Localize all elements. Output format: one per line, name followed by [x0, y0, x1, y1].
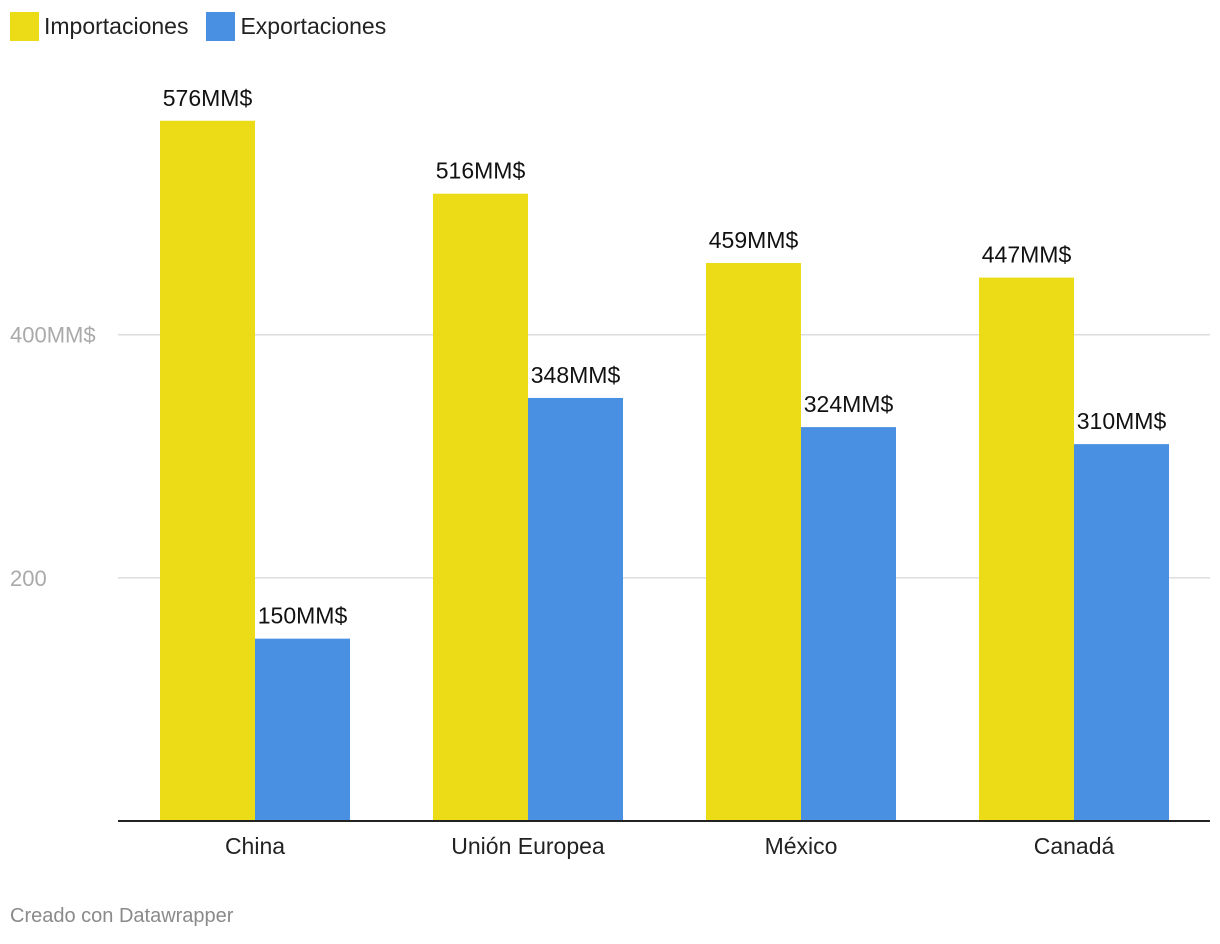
x-tick-label-3: Canadá — [1034, 833, 1115, 859]
bar-exportaciones-3 — [1074, 444, 1169, 821]
y-tick-label-0: 200 — [10, 566, 47, 591]
legend-swatch-exportaciones — [206, 11, 236, 41]
y-tick-label-1: 400MM$ — [10, 323, 96, 348]
footer-credit: Creado con Datawrapper — [10, 905, 234, 927]
legend-item-exportaciones: Exportaciones — [206, 11, 387, 41]
data-label-importaciones-3: 447MM$ — [982, 242, 1072, 268]
legend-label-exportaciones: Exportaciones — [240, 12, 387, 39]
x-tick-label-0: China — [225, 833, 285, 859]
bar-importaciones-0 — [160, 120, 255, 822]
bar-exportaciones-0 — [255, 638, 350, 821]
legend-swatch-importaciones — [10, 11, 39, 41]
data-label-importaciones-0: 576MM$ — [163, 85, 253, 111]
bar-exportaciones-1 — [528, 397, 623, 821]
chart-legend: Importaciones Exportaciones — [10, 10, 404, 42]
data-label-importaciones-2: 459MM$ — [709, 227, 799, 253]
bar-importaciones-3 — [979, 277, 1074, 821]
x-tick-label-2: México — [765, 833, 838, 859]
data-label-exportaciones-1: 348MM$ — [531, 362, 621, 388]
legend-label-importaciones: Importaciones — [44, 12, 189, 39]
bar-importaciones-2 — [706, 262, 801, 821]
bar-exportaciones-2 — [801, 427, 896, 821]
data-label-exportaciones-3: 310MM$ — [1077, 408, 1167, 434]
legend-item-importaciones: Importaciones — [10, 11, 189, 41]
data-label-exportaciones-2: 324MM$ — [804, 391, 894, 417]
x-tick-label-1: Unión Europea — [451, 833, 605, 859]
data-label-importaciones-1: 516MM$ — [436, 158, 526, 184]
bar-importaciones-1 — [433, 193, 528, 822]
data-label-exportaciones-0: 150MM$ — [258, 603, 348, 629]
